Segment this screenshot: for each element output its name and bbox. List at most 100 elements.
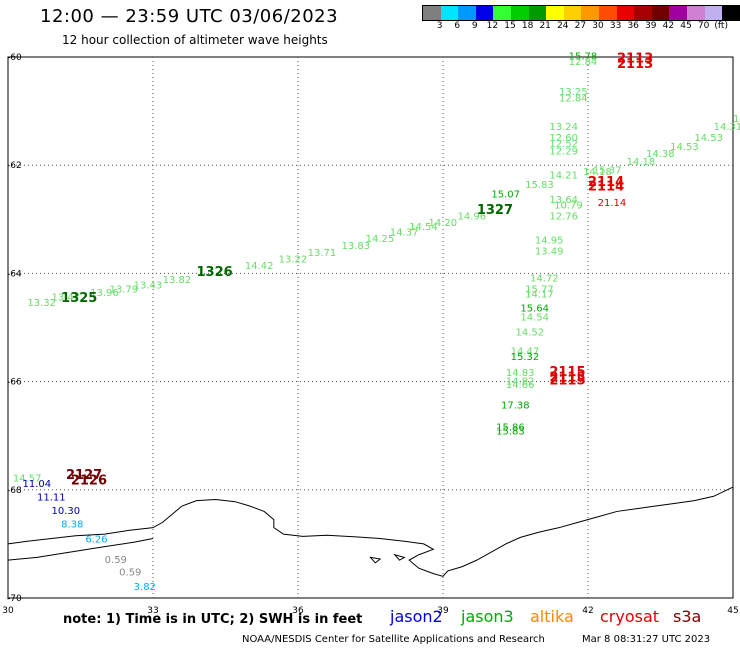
colorbar-tick-labels: 3 6 9 12 15 18 21 24 27 30 33 36 39 42 45 70 (ft) bbox=[422, 21, 728, 33]
pass-time-label: 2115 bbox=[549, 373, 585, 388]
colorbar-tick-label: 15 bbox=[504, 21, 516, 31]
colorbar-swatch bbox=[475, 6, 494, 20]
wave-height-label: 13.32 bbox=[27, 298, 56, 309]
wave-height-label: 6.26 bbox=[85, 534, 107, 545]
wave-height-label: 17.38 bbox=[501, 401, 530, 412]
wave-height-label: 15.77 bbox=[525, 284, 554, 295]
wave-height-label: 13.24 bbox=[549, 122, 578, 133]
colorbar-swatch bbox=[704, 6, 723, 20]
wave-height-label: 15.07 bbox=[491, 190, 520, 201]
wave-height-label: 14.66 bbox=[506, 380, 535, 391]
legend-altika: altika bbox=[530, 607, 574, 626]
lon-tick-label: 36 bbox=[292, 606, 304, 616]
wave-height-label: 12.84 bbox=[559, 93, 588, 104]
wave-height-label: 14.37 bbox=[390, 228, 419, 239]
colorbar-swatch bbox=[493, 6, 511, 20]
wave-height-label: 14.96 bbox=[458, 211, 487, 222]
wave-height-label: 11.04 bbox=[23, 479, 52, 490]
timestamp-text: Mar 8 08:31:27 UTC 2023 bbox=[582, 634, 711, 645]
lon-tick-label: 45 bbox=[727, 606, 738, 616]
pass-time-label: 1327 bbox=[477, 203, 513, 218]
colorbar-swatch bbox=[423, 6, 441, 20]
wave-height-label: 14.18 bbox=[627, 157, 656, 168]
colorbar-swatch bbox=[634, 6, 652, 20]
pass-time-label: 2115 bbox=[549, 365, 585, 380]
wave-height-label: 21.14 bbox=[598, 198, 627, 209]
credit-text: NOAA/NESDIS Center for Satellite Applica… bbox=[242, 634, 545, 645]
colorbar-swatch bbox=[722, 6, 740, 20]
wave-height-label: 10.30 bbox=[52, 506, 81, 517]
wave-height-label: 11.11 bbox=[37, 493, 66, 504]
colorbar-tick-label: 39 bbox=[645, 21, 657, 31]
colorbar-tick-label: 27 bbox=[574, 21, 587, 31]
lon-tick-label: 42 bbox=[582, 606, 593, 616]
pass-time-label: 2113 bbox=[617, 51, 653, 66]
colorbar-swatch bbox=[528, 6, 547, 20]
colorbar-tick-label: 36 bbox=[627, 21, 639, 31]
wave-height-label: 14.57 bbox=[13, 474, 42, 485]
pass-time-label: 2113 bbox=[617, 57, 653, 72]
colorbar-swatch bbox=[651, 6, 670, 20]
wave-height-label: 13.71 bbox=[308, 248, 337, 259]
colorbar-tick-label: 12 bbox=[486, 21, 499, 31]
colorbar-swatch bbox=[510, 6, 529, 20]
colorbar-swatch bbox=[440, 6, 459, 20]
wave-height-label: 13.64 bbox=[549, 195, 578, 206]
colorbar-tick-label: 9 bbox=[471, 21, 478, 31]
wave-height-label: 13.25 bbox=[559, 87, 588, 98]
coastline bbox=[7, 486, 734, 577]
colorbar-tick-label: (ft) bbox=[714, 21, 728, 31]
island bbox=[369, 556, 382, 564]
wave-height-label: 14.95 bbox=[535, 236, 564, 247]
wave-height-label: 14.82 bbox=[506, 376, 535, 387]
colorbar-tick-label: 42 bbox=[662, 21, 675, 31]
lat-tick-label: -62 bbox=[7, 161, 22, 171]
colorbar-swatch bbox=[616, 6, 635, 20]
page-title: 12:00 — 23:59 UTC 03/06/2023 bbox=[40, 6, 339, 27]
colorbar-tick-label: 33 bbox=[609, 21, 622, 31]
wave-height-label: 13.49 bbox=[535, 246, 564, 257]
wave-height-label: 14.53 bbox=[694, 133, 723, 144]
lon-tick-label: 30 bbox=[2, 606, 14, 616]
wave-height-label: 0.59 bbox=[119, 567, 141, 578]
wave-height-label: 14.83 bbox=[506, 368, 535, 379]
pass-time-label: 2114 bbox=[588, 180, 624, 195]
wave-height-label: 14.53 bbox=[670, 142, 699, 153]
colorbar-tick-label: 70 bbox=[697, 21, 710, 31]
lat-tick-label: -66 bbox=[7, 378, 22, 388]
pass-time-label: 2126 bbox=[71, 473, 107, 488]
colorbar-swatch bbox=[686, 6, 705, 20]
colorbar-tick-label: 30 bbox=[592, 21, 604, 31]
lat-tick-label: -68 bbox=[7, 486, 22, 496]
wave-height-label: 12.52 bbox=[549, 139, 578, 150]
wave-height-label: 10.79 bbox=[554, 200, 583, 211]
wave-height-label: 13.83 bbox=[342, 241, 371, 252]
wave-height-label: 15.64 bbox=[520, 303, 549, 314]
pass-time-label: 2127 bbox=[66, 468, 102, 483]
map-frame bbox=[7, 56, 734, 599]
coastline-secondary bbox=[7, 537, 154, 561]
wave-height-label: 14.47 bbox=[511, 347, 540, 358]
lat-tick-label: -60 bbox=[7, 53, 22, 63]
wave-height-label: 14.18 bbox=[583, 167, 612, 178]
colorbar-swatch bbox=[598, 6, 617, 20]
wave-height-label: 14.52 bbox=[516, 328, 545, 339]
wave-height-label: 14.31 bbox=[714, 122, 740, 133]
pass-time-label: 1326 bbox=[197, 265, 233, 280]
wave-height-label: 15.86 bbox=[496, 422, 525, 433]
wave-height-label: 15.83 bbox=[496, 427, 525, 438]
colorbar-swatch bbox=[458, 6, 476, 20]
wave-height-label: 15.37 bbox=[593, 165, 622, 176]
lat-tick-label: -70 bbox=[7, 594, 22, 604]
pass-time-label: 2115 bbox=[549, 371, 585, 386]
lat-tick-label: -64 bbox=[7, 269, 22, 279]
wave-height-label: 8.38 bbox=[61, 520, 83, 531]
page-subtitle: 12 hour collection of altimeter wave hei… bbox=[62, 33, 328, 47]
wave-height-label: 13.47 bbox=[52, 292, 81, 303]
colorbar-tick-label: 6 bbox=[454, 21, 461, 31]
pass-time-label: 1325 bbox=[61, 291, 97, 306]
lon-tick-label: 33 bbox=[147, 606, 158, 616]
wave-height-label: 14.17 bbox=[525, 290, 554, 301]
colorbar-tick-label: 3 bbox=[436, 21, 443, 31]
